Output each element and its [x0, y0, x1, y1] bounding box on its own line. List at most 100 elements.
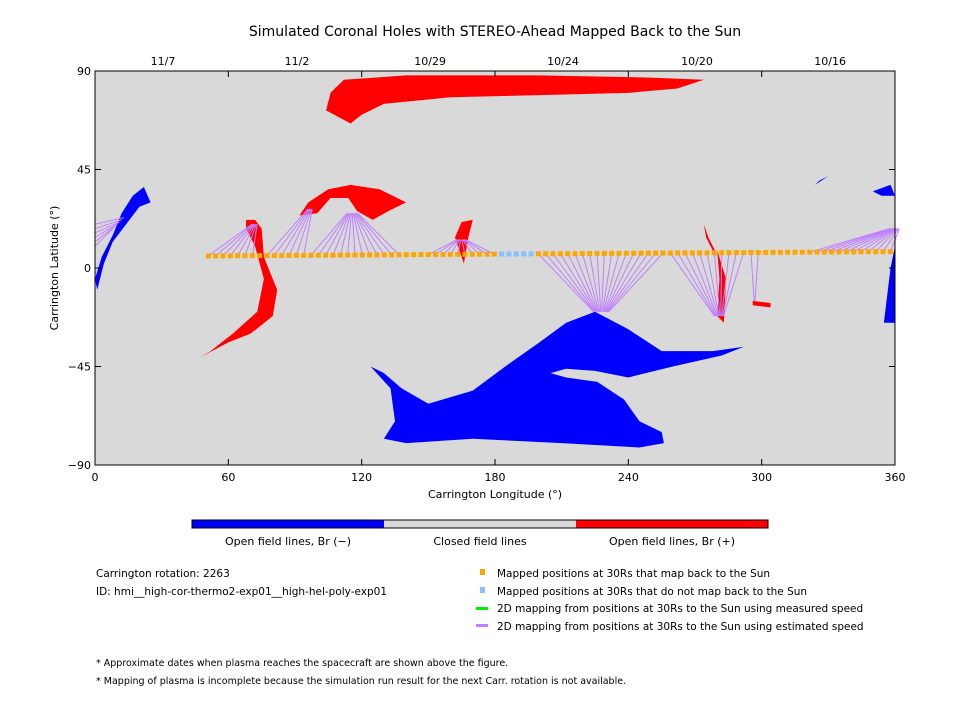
coronal-hole-positive [299, 184, 407, 220]
mapped-position-point [323, 252, 329, 258]
colorbar-label-positive: Open field lines, Br (+) [609, 535, 735, 548]
mapped-position-point [726, 250, 732, 256]
mapping-line-estimated [208, 223, 253, 257]
mapped-position-point [389, 252, 395, 258]
mapped-position-point [667, 250, 673, 256]
mapping-line-estimated [581, 253, 600, 312]
mapped-position-point [543, 251, 549, 257]
mapped-position-point [374, 252, 380, 258]
mapped-position-point [858, 249, 864, 255]
mapped-position-point [293, 252, 299, 258]
mapping-line-estimated [713, 252, 721, 317]
mapping-line-estimated [303, 208, 313, 256]
mapped-position-point [697, 250, 703, 256]
legend-swatch-mapped [480, 569, 485, 575]
mapping-line-estimated [754, 252, 759, 301]
mapped-position-point [594, 250, 600, 256]
mapped-position-point [887, 249, 893, 255]
mapped-position-point [271, 253, 277, 259]
mapped-position-point [880, 249, 886, 255]
note-dates: * Approximate dates when plasma reaches … [96, 658, 508, 669]
mapping-line-estimated [310, 212, 348, 256]
mapping-line-estimated [750, 252, 755, 301]
mapping-line-estimated [691, 252, 718, 317]
mapping-line-estimated [347, 213, 352, 256]
mapped-position-point [227, 253, 233, 259]
mapping-line-estimated [677, 252, 716, 317]
mapping-line-estimated [251, 224, 258, 256]
mapping-line-estimated [325, 213, 350, 256]
mapping-line-estimated [606, 252, 649, 313]
mapped-position-point [623, 250, 629, 256]
mapped-position-point [352, 252, 358, 258]
mapped-position-point [653, 250, 659, 256]
mapped-position-point [220, 253, 226, 259]
mapped-position-point [675, 250, 681, 256]
mapping-line-estimated [229, 223, 255, 257]
mapped-position-point [433, 252, 439, 258]
mapping-line-estimated [722, 252, 737, 317]
legend-swatch-measured [476, 607, 488, 610]
mapped-position-point [264, 253, 270, 259]
mapped-position-point [565, 251, 571, 257]
mapping-line-estimated [237, 223, 256, 257]
mapping-line-estimated [537, 253, 595, 313]
mapping-line-estimated [545, 253, 595, 313]
mapped-position-point [279, 252, 285, 258]
mapping-line-estimated [574, 253, 599, 312]
mapped-position-point [770, 249, 776, 255]
mapping-line-estimated [669, 252, 715, 317]
mapped-position-point [425, 252, 431, 258]
coronal-hole-positive [752, 300, 771, 308]
top-date-label: 11/7 [151, 55, 176, 68]
mapping-line-estimated [355, 212, 385, 256]
legend-estimated: 2D mapping from positions at 30Rs to the… [497, 621, 864, 633]
mapped-position-point [777, 249, 783, 255]
mapping-line-estimated [601, 253, 605, 312]
mapping-line-estimated [215, 223, 254, 257]
mapped-position-point [455, 251, 461, 257]
mapping-line-estimated [94, 226, 116, 243]
mapping-line-estimated [354, 213, 378, 256]
chart-title: Simulated Coronal Holes with STEREO-Ahea… [249, 24, 741, 40]
plot-area: 0 60 120 180 240 300 360 90 45 0 −45 −90 11/7 11/2 10/… [68, 55, 906, 484]
mapping-line-estimated [428, 239, 458, 255]
mapped-position-point [792, 249, 798, 255]
mapped-position-point [572, 251, 578, 257]
mapped-position-point [579, 251, 585, 257]
legend-measured: 2D mapping from positions at 30Rs to the… [497, 603, 863, 615]
mapped-position-point [741, 250, 747, 256]
colorbar-label-negative: Open field lines, Br (−) [225, 535, 351, 548]
mapping-line-estimated [602, 253, 613, 312]
mapping-line-estimated [273, 208, 310, 256]
mapped-position-point [748, 249, 754, 255]
mapped-position-point [645, 250, 651, 256]
mapped-position-point [763, 249, 769, 255]
coronal-hole-negative [883, 246, 895, 323]
mapping-line-estimated [882, 228, 899, 252]
mapped-position-point [873, 249, 879, 255]
colorbar-frame [191, 519, 769, 529]
mapped-position-point [535, 251, 541, 257]
mapped-position-point [638, 250, 644, 256]
x-tick-label: 0 [92, 471, 99, 484]
legend-unmapped: Mapped positions at 30Rs that do not map… [497, 586, 807, 598]
y-tick-label: 0 [84, 262, 91, 275]
mapped-position-point [851, 249, 857, 255]
unmapped-position-point [528, 251, 534, 257]
mapping-line-estimated [589, 253, 601, 312]
coronal-hole-positive [326, 75, 704, 124]
legend-swatch-estimated [476, 624, 488, 627]
mapped-position-point [447, 251, 453, 257]
mapped-position-point [462, 251, 468, 257]
mapped-position-point [550, 251, 556, 257]
mapping-line-estimated [706, 252, 720, 317]
mapping-line-estimated [94, 221, 120, 234]
mapped-position-point [821, 249, 827, 255]
x-tick-label: 360 [885, 471, 906, 484]
mapping-line-estimated [603, 253, 627, 312]
mapped-position-point [587, 251, 593, 257]
mapped-position-point [308, 252, 314, 258]
mapping-line-estimated [351, 213, 356, 256]
mapped-position-point [814, 249, 820, 255]
